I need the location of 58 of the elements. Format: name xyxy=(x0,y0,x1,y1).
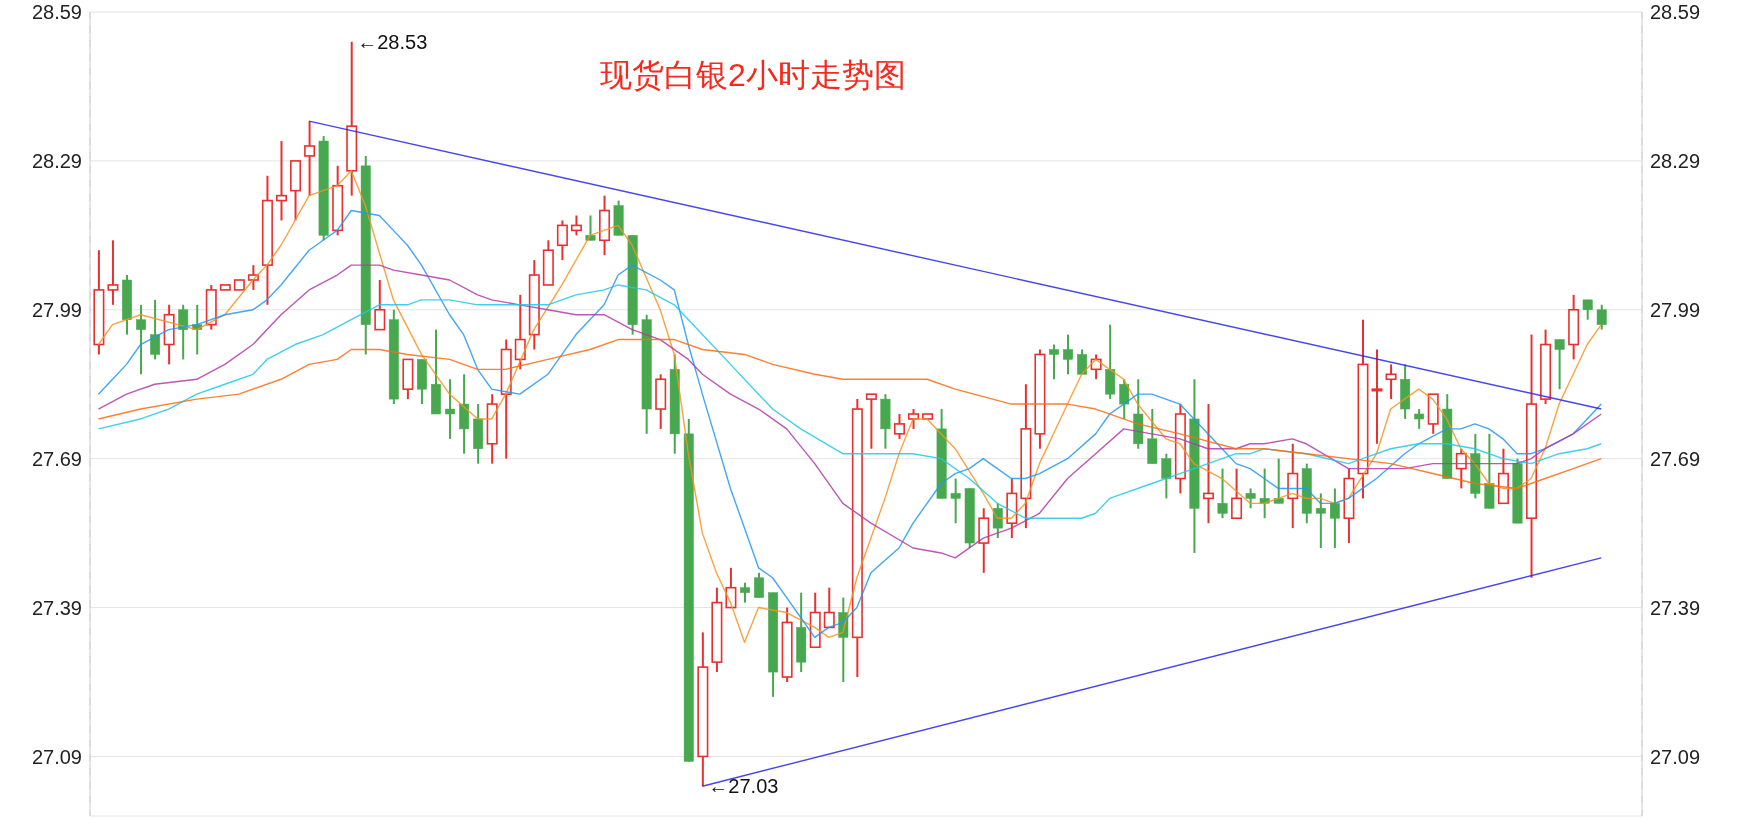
candlestick xyxy=(992,502,1003,540)
candlestick xyxy=(1202,403,1214,525)
annotation: ←28.53 xyxy=(357,30,428,53)
y-tick-label: 27.99 xyxy=(31,298,82,321)
y-tick-label: 28.59 xyxy=(31,1,82,24)
candlestick xyxy=(556,219,568,262)
y2-tick-label: 27.39 xyxy=(1650,596,1701,619)
y-tick-label: 27.39 xyxy=(31,596,82,619)
y2-tick-label: 28.59 xyxy=(1650,1,1701,24)
candlestick xyxy=(908,408,920,430)
candlestick xyxy=(275,140,287,222)
candlestick xyxy=(178,303,189,361)
y2-tick-label: 27.09 xyxy=(1650,745,1701,768)
candlestick xyxy=(107,239,119,306)
y2-tick-label: 27.69 xyxy=(1650,447,1701,470)
candlestick xyxy=(1063,333,1073,376)
candlestick xyxy=(304,120,316,197)
candlestick xyxy=(1596,303,1607,331)
candlestick xyxy=(585,214,596,242)
candlestick xyxy=(374,279,386,331)
candlestick xyxy=(1231,467,1243,520)
y2-tick-label: 27.99 xyxy=(1650,298,1701,321)
text: 现货白银2小时走势图 xyxy=(600,56,906,95)
candlestick xyxy=(865,393,877,450)
line-series xyxy=(97,284,1602,519)
annotation: ←27.03 xyxy=(708,775,779,798)
candlestick xyxy=(1385,363,1397,401)
candlestick xyxy=(1315,492,1326,549)
candlestick xyxy=(1371,348,1383,445)
y-tick-label: 28.29 xyxy=(31,149,82,172)
candlestick xyxy=(754,571,764,599)
candlestick xyxy=(1582,298,1593,321)
candlestick xyxy=(570,214,582,237)
candlestick xyxy=(893,413,905,440)
candlestick xyxy=(740,581,750,604)
candlestick xyxy=(1273,457,1284,505)
candlestick xyxy=(247,264,259,291)
candlestick xyxy=(1161,452,1172,500)
candlestick xyxy=(445,378,455,440)
candlestick xyxy=(1554,338,1565,391)
line-series xyxy=(97,338,1602,490)
candlestick xyxy=(1259,467,1270,520)
line-series xyxy=(97,264,1602,559)
candlestick xyxy=(1049,343,1059,381)
y-tick-label: 27.69 xyxy=(31,447,82,470)
candlestick xyxy=(1414,408,1425,430)
candlestick xyxy=(150,298,161,361)
candlestick xyxy=(1217,467,1228,520)
candlestick xyxy=(1245,487,1256,510)
y-tick-label: 27.09 xyxy=(31,745,82,768)
candlestick xyxy=(514,293,526,371)
y2-tick-label: 28.29 xyxy=(1650,149,1701,172)
candlestick xyxy=(1077,348,1088,376)
candlestick xyxy=(823,586,835,629)
candlestick xyxy=(1329,487,1340,549)
candlestick xyxy=(136,303,146,376)
candlestick xyxy=(950,477,961,525)
candlestick xyxy=(1119,378,1130,420)
